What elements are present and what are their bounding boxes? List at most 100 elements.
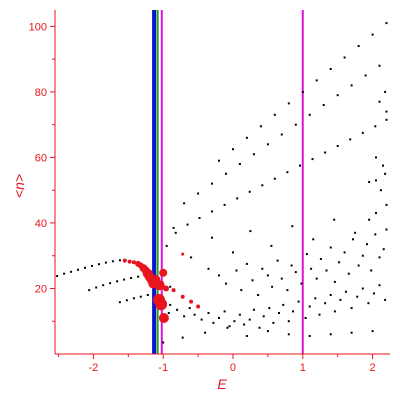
data-point bbox=[333, 218, 336, 221]
data-point bbox=[225, 172, 227, 175]
x-axis-label: E bbox=[217, 376, 227, 392]
data-point bbox=[183, 202, 186, 205]
data-point bbox=[301, 90, 304, 93]
data-point bbox=[169, 285, 172, 288]
data-point bbox=[98, 263, 100, 266]
data-point bbox=[190, 256, 193, 259]
data-point bbox=[174, 231, 177, 234]
data-point bbox=[248, 318, 251, 321]
data-point bbox=[385, 22, 388, 25]
y-tick-label: 80 bbox=[35, 87, 47, 99]
data-point bbox=[268, 307, 271, 310]
vertical-reference-lines bbox=[152, 10, 304, 354]
data-point bbox=[343, 251, 346, 254]
data-point bbox=[261, 184, 264, 187]
data-point bbox=[357, 264, 360, 267]
data-point bbox=[236, 197, 239, 200]
data-point bbox=[324, 302, 327, 305]
data-point bbox=[379, 189, 382, 192]
data-point bbox=[287, 102, 290, 105]
data-point bbox=[350, 331, 353, 334]
data-point bbox=[343, 56, 346, 59]
data-point bbox=[294, 271, 297, 274]
data-point bbox=[350, 307, 353, 310]
data-point bbox=[111, 260, 114, 263]
data-point bbox=[248, 190, 251, 193]
data-point bbox=[354, 231, 357, 234]
data-point bbox=[308, 113, 311, 116]
data-point bbox=[375, 156, 377, 159]
data-point bbox=[258, 326, 261, 329]
data-point bbox=[218, 159, 220, 162]
data-point bbox=[374, 233, 377, 236]
data-point bbox=[299, 164, 301, 167]
data-point bbox=[212, 321, 215, 324]
data-point bbox=[273, 113, 276, 116]
data-point bbox=[329, 333, 332, 336]
highlight-point bbox=[122, 258, 127, 263]
data-point bbox=[218, 317, 220, 319]
y-axis-label: <n> bbox=[11, 174, 27, 198]
data-point bbox=[193, 313, 196, 316]
data-point bbox=[286, 171, 289, 174]
data-point bbox=[305, 253, 308, 256]
highlight-point bbox=[131, 260, 136, 265]
data-point bbox=[368, 218, 371, 221]
data-point bbox=[333, 280, 336, 283]
data-point bbox=[245, 262, 248, 265]
data-point bbox=[371, 33, 374, 36]
data-point bbox=[370, 269, 373, 272]
data-point bbox=[207, 267, 210, 270]
data-point bbox=[240, 289, 243, 292]
data-point bbox=[266, 330, 269, 333]
data-point bbox=[139, 295, 142, 298]
x-tick-label: -2 bbox=[88, 362, 98, 374]
data-point bbox=[336, 94, 339, 97]
data-point bbox=[347, 272, 350, 275]
data-point bbox=[243, 323, 246, 326]
data-point bbox=[223, 203, 226, 206]
data-point bbox=[273, 177, 276, 180]
data-point bbox=[211, 210, 213, 213]
data-point bbox=[384, 172, 387, 175]
data-point bbox=[286, 289, 289, 292]
data-point bbox=[218, 274, 220, 277]
data-point bbox=[319, 258, 322, 260]
y-tick-label: 60 bbox=[35, 152, 47, 164]
data-point bbox=[385, 118, 388, 121]
highlight-point bbox=[180, 294, 185, 299]
data-points bbox=[56, 22, 388, 344]
x-ticks: -2 -1 0 1 2 bbox=[57, 354, 376, 374]
data-point bbox=[384, 298, 387, 301]
data-point bbox=[385, 203, 388, 206]
data-point bbox=[333, 310, 336, 313]
data-point bbox=[294, 123, 297, 126]
data-point bbox=[364, 74, 367, 77]
data-point bbox=[382, 248, 385, 251]
data-point bbox=[345, 290, 347, 293]
data-point bbox=[378, 284, 381, 287]
data-point bbox=[226, 326, 229, 329]
highlight-point bbox=[189, 299, 194, 304]
data-point bbox=[352, 238, 354, 241]
data-point bbox=[245, 335, 248, 337]
x-tick-label: 1 bbox=[300, 362, 306, 374]
data-point bbox=[266, 274, 269, 277]
data-point bbox=[262, 315, 265, 318]
data-point bbox=[372, 292, 375, 295]
data-point bbox=[84, 266, 86, 269]
data-point bbox=[357, 45, 360, 47]
data-point bbox=[188, 307, 191, 310]
y-ticks: 20 40 60 80 100 bbox=[29, 21, 55, 322]
data-point bbox=[276, 259, 279, 262]
data-point bbox=[183, 315, 186, 318]
data-point bbox=[162, 341, 165, 344]
data-point bbox=[375, 212, 377, 215]
data-point bbox=[308, 335, 311, 337]
data-point bbox=[91, 264, 93, 267]
data-point bbox=[257, 294, 260, 296]
highlight-point bbox=[154, 280, 165, 291]
highlight-point bbox=[181, 252, 185, 256]
data-point bbox=[56, 275, 59, 277]
data-point bbox=[368, 181, 371, 183]
